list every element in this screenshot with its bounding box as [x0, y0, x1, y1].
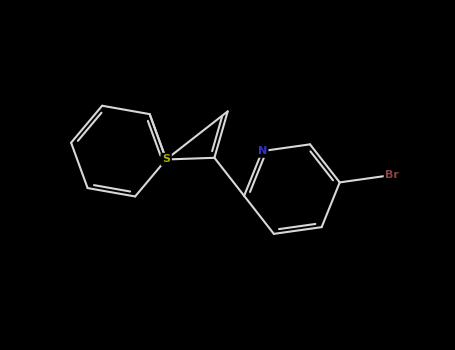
Text: Br: Br	[385, 170, 399, 180]
Text: S: S	[162, 154, 170, 164]
Text: N: N	[258, 146, 267, 156]
